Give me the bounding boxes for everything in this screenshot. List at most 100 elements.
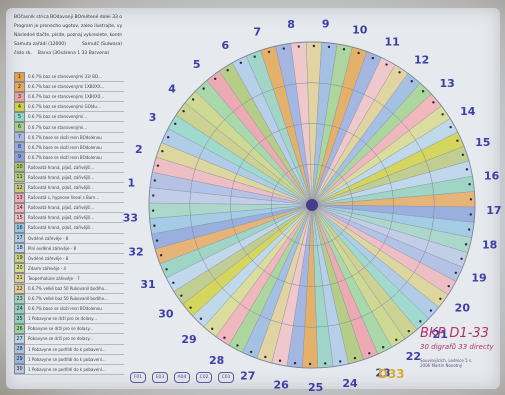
wheel-number-label: 12 bbox=[414, 54, 429, 67]
legend-text: 0.6.7% velké baz 50 Rukovaníl bodího... bbox=[28, 286, 108, 292]
wheel-number-label: 11 bbox=[384, 36, 399, 49]
legend-swatch: 28 bbox=[14, 344, 25, 355]
legend-swatch: 6 bbox=[14, 122, 25, 133]
col-right-header: Barva (3Osárena 1 33 Barvena) bbox=[37, 51, 110, 56]
wheel-number-label: 30 bbox=[158, 308, 174, 321]
legend-row: 29 1 Pobavyne se podřídí do k pobavení... bbox=[14, 354, 124, 365]
bottom-icon: A04 bbox=[174, 372, 190, 383]
wheel-tick-dot bbox=[429, 309, 433, 312]
wheel-tick-dot bbox=[327, 45, 331, 49]
legend-header: BOčasník strica BOdavanji BOmětené dolei… bbox=[14, 14, 122, 59]
legend-row: 14 Rašovatá hraná, pljoš, zářivější... bbox=[14, 202, 124, 214]
legend-table: 1 0.6.7% baz se stanovenými 33/ BD... 2 0.6… bbox=[14, 71, 124, 375]
wheel-ring bbox=[230, 123, 394, 287]
legend-text: Zdarm zářevěje - 4 bbox=[28, 265, 66, 271]
legend-text: 0.6.7% baz se stanovenými... bbox=[28, 114, 88, 120]
product-subtitle: 30 digrafů 33 directy bbox=[420, 343, 494, 351]
legend-row: 15 Rašovatá hraná, pljoš, zářivější... bbox=[14, 212, 124, 224]
wheel-tick-dot bbox=[308, 362, 312, 366]
wheel-tick-dot bbox=[439, 297, 442, 300]
legend-swatch: 19 bbox=[14, 253, 25, 264]
legend-text: Rašovatá hraná, pljoš, zářivější... bbox=[28, 164, 95, 170]
wheel-tick-dot bbox=[368, 352, 371, 355]
legend-row: 27 Pobavyne se drží pro se dolasy... bbox=[14, 333, 124, 345]
legend-swatch: 4 bbox=[14, 101, 25, 112]
publisher-text: Souvisejících, Lednice 5 s. 2006 Martin … bbox=[420, 358, 473, 368]
product-code: D33 bbox=[378, 367, 405, 381]
legend-text: Pobavyne se drží pro se dolasy... bbox=[28, 326, 94, 332]
legend-text: 0.6.7% base se složí resn BOdolenou bbox=[28, 306, 102, 312]
wheel-number-label: 33 bbox=[123, 211, 138, 224]
legend-swatch: 5 bbox=[14, 111, 25, 122]
wheel-number-label: 16 bbox=[484, 170, 500, 183]
legend-row: 19 Ovděné zářevěje - 8 bbox=[14, 253, 124, 264]
legend-swatch: 2 bbox=[14, 81, 25, 92]
wheel-tick-dot bbox=[165, 268, 168, 271]
legend-swatch: 7 bbox=[14, 132, 25, 143]
legend-row: 4 0.6.7% baz se stanovenými GOldu... bbox=[14, 101, 124, 113]
legend-text: 1 Pobavyne se podřídí do k pobavení... bbox=[28, 366, 106, 372]
header-line-4: Samuta zařádí (12000) Samutč (Sulwara) bbox=[14, 41, 122, 48]
wheel-number-label: 3 bbox=[149, 111, 157, 124]
wheel-ring bbox=[271, 164, 353, 246]
legend-text: 0.6.7% baz se stanovenými 33/ BD... bbox=[28, 74, 102, 80]
wheel-tick-dot bbox=[172, 281, 175, 285]
wheel-tick-dot bbox=[407, 329, 410, 333]
product-title: BKP D1-33 bbox=[420, 326, 489, 341]
legend-row: 1 0.6.7% baz se stanovenými 33/ BD... bbox=[14, 71, 124, 83]
wheel-tick-dot bbox=[467, 228, 471, 231]
legend-text: 0.6.7% base se složí resn BOdolenou bbox=[28, 144, 102, 150]
wheel-number-label: 24 bbox=[342, 377, 358, 390]
legend-text: 1 Pobavyne se drží pro se dolasy... bbox=[28, 316, 97, 322]
wheel-tick-dot bbox=[199, 317, 203, 320]
wheel-number-label: 15 bbox=[475, 136, 490, 149]
bottom-icon-strip: F01 E03 A04 C02 C01 bbox=[130, 372, 234, 383]
legend-swatch: 20 bbox=[14, 263, 25, 274]
legend-text: Teoperhalúne zářevěje - 7 bbox=[28, 275, 80, 281]
wheel-tick-dot bbox=[342, 48, 346, 51]
legend-text: Rašovatá hraná, pljoš, zářivější... bbox=[28, 205, 95, 211]
wheel-tick-dot bbox=[421, 90, 425, 93]
legend-row: 8 0.6.7% base se složí resn BOdolenou bbox=[14, 142, 124, 153]
wheel-tick-dot bbox=[464, 243, 468, 246]
legend-row: 6 0.6.7% baz se stanovenými... bbox=[14, 122, 124, 133]
bottom-icon: F01 bbox=[130, 372, 146, 383]
wheel-number-label: 20 bbox=[455, 302, 471, 315]
legend-swatch: 29 bbox=[14, 354, 25, 365]
wheel-tick-dot bbox=[469, 198, 473, 201]
wheel-tick-dot bbox=[441, 113, 444, 116]
wheel-tick-dot bbox=[278, 359, 282, 362]
legend-text: 0.6.7% baz se stanovenými 1XB0X0... bbox=[28, 94, 105, 100]
bottom-icon: E03 bbox=[152, 372, 168, 383]
legend-row: 10 Rašovatá hraná, pljoš, zářivější... bbox=[14, 162, 124, 173]
legend-text: 0.6.7% base se složí resn BOdolenou bbox=[28, 134, 102, 140]
wheel-tick-dot bbox=[153, 179, 157, 182]
legend-row: 22 0.6.7% velké baz 50 Rukovaníl bodího..… bbox=[14, 283, 124, 295]
wheel-number-label: 31 bbox=[140, 278, 155, 291]
legend-swatch: 25 bbox=[14, 313, 25, 324]
wheel-tick-dot bbox=[236, 344, 239, 347]
legend-text: Plní ovděné zářevěje - 8 bbox=[28, 245, 77, 251]
wheel-tick-dot bbox=[151, 209, 155, 212]
legend-row: 23 0.6.7% velké baz 50 Rukovaníl bodího..… bbox=[14, 293, 124, 305]
wheel-tick-dot bbox=[465, 168, 469, 171]
wheel-tick-dot bbox=[161, 149, 164, 153]
wheel-number-label: 5 bbox=[193, 58, 201, 71]
legend-row: 18 Plní ovděné zářevěje - 8 bbox=[14, 243, 124, 254]
wheel-number-label: 6 bbox=[222, 39, 230, 52]
legend-column-headers: číslo sk. Barva (3Osárena 1 33 Barvena) bbox=[14, 50, 122, 57]
legend-text: Rašovatá hraná, pljoš, zářivější... bbox=[28, 225, 95, 231]
wheel-tick-dot bbox=[410, 80, 413, 83]
wheel-number-label: 13 bbox=[439, 77, 454, 90]
wheel-number-label: 17 bbox=[486, 204, 501, 217]
wheel-tick-dot bbox=[461, 153, 465, 157]
wheel-tick-dot bbox=[180, 294, 183, 297]
wheel-tick-dot bbox=[189, 306, 192, 309]
wheel-tick-dot bbox=[153, 224, 156, 227]
wheel-number-label: 2 bbox=[135, 143, 143, 156]
wheel-number-label: 8 bbox=[287, 18, 295, 31]
wheel-tick-dot bbox=[447, 284, 450, 288]
legend-swatch: 22 bbox=[14, 283, 25, 294]
legend-row: 28 1 Pobavyne se podřídí do k pobavení... bbox=[14, 344, 124, 355]
wheel-number-label: 14 bbox=[460, 105, 476, 118]
